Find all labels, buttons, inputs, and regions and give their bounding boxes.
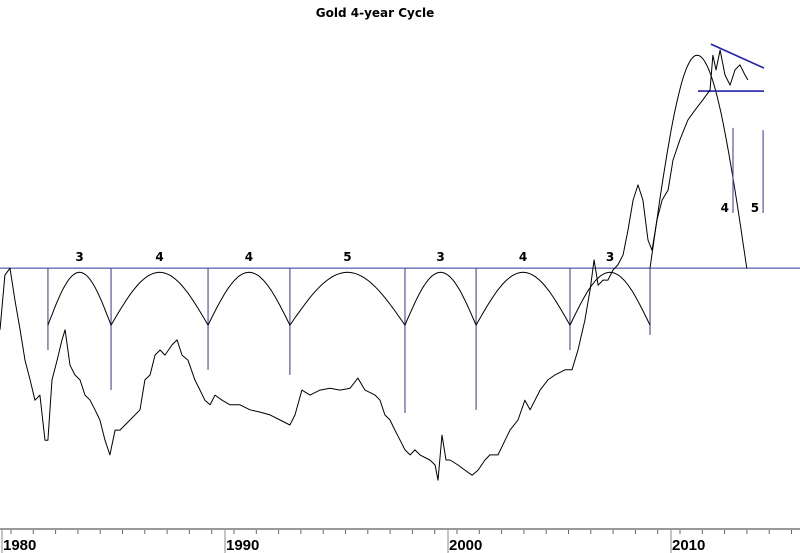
cycle-arc — [569, 271, 651, 326]
x-tick-label: 1990 — [226, 537, 259, 553]
cycle-length-label: 3 — [436, 250, 444, 264]
trend-line — [710, 43, 765, 69]
cycle-arc — [47, 271, 112, 326]
cycle-length-label: 4 — [245, 250, 253, 264]
projected-cycle-label: 4 — [721, 201, 729, 215]
cycle-length-label: 4 — [155, 250, 163, 264]
x-tick-label: 2000 — [449, 537, 482, 553]
cycle-length-label: 4 — [519, 250, 527, 264]
projected-cycle-label: 5 — [751, 201, 759, 215]
cycle-arc — [110, 271, 209, 326]
cycle-length-label: 3 — [75, 250, 83, 264]
x-tick-label: 2010 — [672, 537, 705, 553]
price-line — [0, 49, 749, 481]
cycle-arc — [475, 271, 571, 326]
cycle-arc — [404, 271, 477, 326]
chart-title: Gold 4-year Cycle — [315, 6, 435, 20]
cycle-length-label: 3 — [606, 250, 614, 264]
cycle-length-label: 5 — [343, 250, 351, 264]
cycle-arc — [207, 271, 291, 326]
cycle-arc — [289, 271, 406, 326]
projected-cycle-arc — [649, 54, 748, 269]
x-tick-label: 1980 — [3, 537, 36, 553]
